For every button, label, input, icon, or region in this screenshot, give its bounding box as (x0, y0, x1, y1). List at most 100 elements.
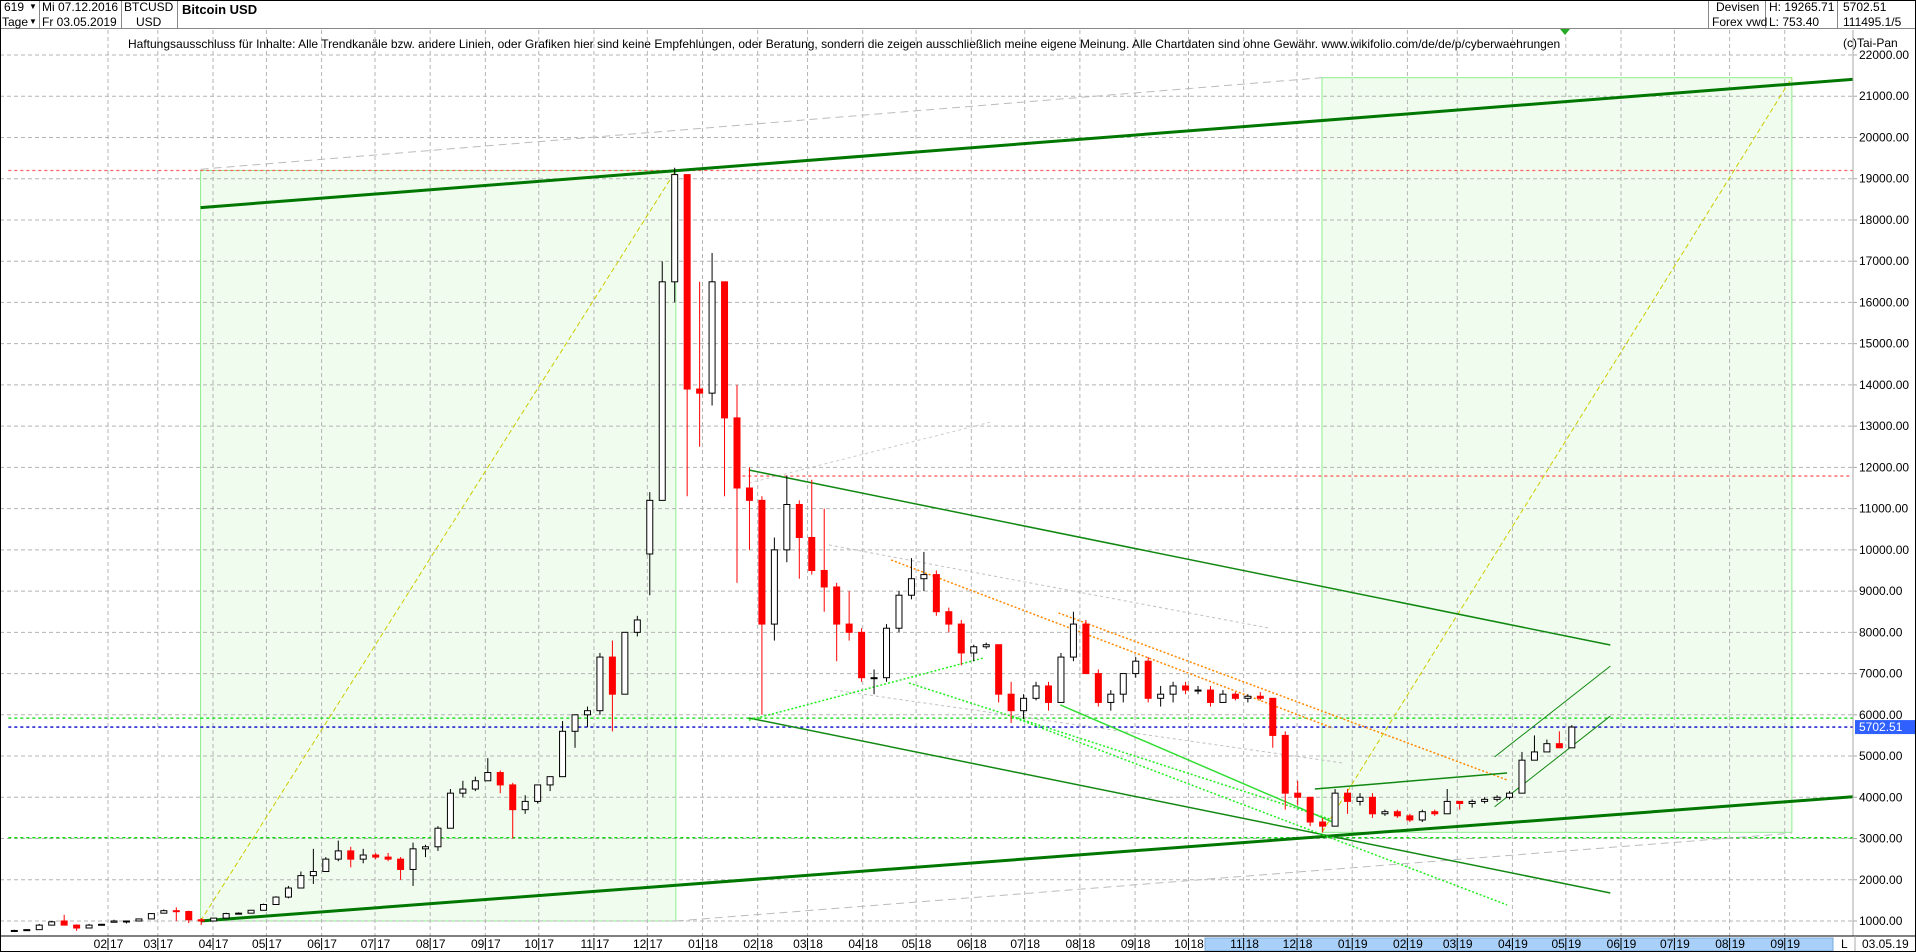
x-axis-label-month: 11 (1230, 937, 1243, 951)
date-to: Fr 03.05.2019 (42, 15, 117, 29)
candle-body (10, 929, 18, 932)
x-axis-label-year: 19 (1623, 937, 1637, 951)
candle-body (1269, 697, 1277, 736)
candle-body (820, 569, 828, 588)
candle-body (1381, 811, 1389, 815)
candle-body (633, 619, 641, 633)
x-axis[interactable]: 02 17 03 17 04 17 05 17 06 17 07 17 08 17 09 17 10 17 11 17… (0, 935, 1916, 952)
trend-line (675, 832, 1792, 922)
candle-body (559, 730, 567, 778)
trend-line (1494, 665, 1611, 758)
x-axis-label-year: 19 (1409, 937, 1423, 951)
candle-body (1431, 811, 1439, 815)
candle-body (1057, 656, 1065, 703)
trend-line (748, 657, 984, 721)
candle-body (1306, 796, 1314, 823)
candle-body (484, 772, 492, 782)
candle-body (1020, 697, 1028, 712)
y-axis-label: 13000.00 (1859, 419, 1909, 433)
currency: USD (136, 15, 162, 29)
x-axis-label-month: 02 (743, 937, 757, 951)
candle-body (833, 586, 841, 625)
candle-body (48, 921, 56, 926)
candle-body (895, 594, 903, 629)
source-line1: Devisen (1716, 0, 1760, 14)
high-value: H: 19265.71 (1769, 0, 1835, 14)
trend-line (748, 421, 992, 484)
y-axis-label: 16000.00 (1859, 295, 1909, 309)
x-axis-label-year: 19 (1732, 937, 1746, 951)
candle-body (446, 792, 454, 829)
x-axis-label-month: 10 (1174, 937, 1188, 951)
candle-body (1144, 660, 1152, 699)
candle-body (1506, 792, 1514, 798)
candle-body (98, 923, 106, 926)
candle-body (858, 631, 866, 679)
x-axis-label-year: 18 (865, 937, 879, 951)
candle-body (708, 281, 716, 394)
candle-body (970, 646, 978, 654)
x-axis-label-year: 19 (1787, 937, 1801, 951)
candle-body (995, 644, 1003, 695)
candle-body (122, 920, 130, 923)
candle-body (110, 920, 118, 923)
count-selector[interactable]: 619 ▼ Tage ▼ (0, 0, 40, 29)
candle-body (920, 574, 928, 580)
source-line2: Forex vwd (1712, 15, 1768, 29)
candle-body (1443, 800, 1451, 815)
disclaimer-text: Haftungsausschluss für Inhalte: Alle Tre… (128, 37, 1561, 51)
candle-body (1107, 693, 1115, 703)
volume-value: 111495.1/5 (1843, 15, 1902, 29)
candle-body (1219, 693, 1227, 703)
x-axis-label-month: 02 (1393, 937, 1407, 951)
x-axis-label-month: 01 (1338, 937, 1352, 951)
candle-body (795, 503, 803, 538)
candle-body (1406, 815, 1414, 821)
candle-body (235, 912, 243, 915)
trend-line (748, 717, 1611, 894)
candle-body (247, 909, 255, 914)
x-axis-label-month: 12 (633, 937, 647, 951)
candle-body (496, 772, 504, 786)
candle-body (135, 918, 143, 922)
x-axis-label-year: 17 (487, 937, 501, 951)
period-value[interactable]: Tage (2, 15, 29, 29)
y-axis-label: 19000.00 (1859, 172, 1909, 186)
x-axis-label-month: 04 (199, 937, 213, 951)
candle-body (1481, 798, 1489, 802)
candle-body (1182, 685, 1190, 691)
y-axis-label: 17000.00 (1859, 254, 1909, 268)
trend-line (200, 790, 1916, 923)
x-axis-label-year: 17 (649, 937, 663, 951)
x-axis-label-month: 08 (416, 937, 430, 951)
last-price-label: 5702.51 (1859, 720, 1903, 734)
x-axis-label-month: 08 (1715, 937, 1729, 951)
x-axis-label-year: 18 (918, 937, 932, 951)
copyright-text: (c)Tai-Pan (1843, 36, 1898, 50)
candle-body (1393, 811, 1401, 817)
candle-body (907, 578, 915, 596)
low-value: L: 753.40 (1769, 15, 1820, 29)
candle-body (73, 924, 81, 929)
x-axis-end-date: 03.05.19 (1862, 937, 1909, 951)
date-range[interactable]: Mi 07.12.2016 Fr 03.05.2019 (40, 0, 122, 29)
y-axis-label: 10000.00 (1859, 543, 1909, 557)
x-axis-label-year: 18 (810, 937, 824, 951)
candle-body (770, 549, 778, 625)
trend-lines (200, 72, 1916, 923)
x-axis-label-month: 08 (1066, 937, 1080, 951)
candle-body (1132, 660, 1140, 675)
x-axis-label-month: 12 (1283, 937, 1297, 951)
grid (0, 30, 1853, 936)
candle-body (745, 487, 753, 501)
candle-body (1045, 685, 1052, 703)
candle-body (222, 913, 230, 919)
y-axis-label: 18000.00 (1859, 213, 1909, 227)
x-axis-label-month: 05 (1551, 937, 1565, 951)
source-cell: Devisen Forex vwd (1709, 0, 1768, 29)
candle-body (1194, 689, 1202, 692)
y-axis-label: 8000.00 (1859, 625, 1903, 639)
candle-body (808, 536, 816, 571)
x-axis-label-month: 05 (902, 937, 916, 951)
